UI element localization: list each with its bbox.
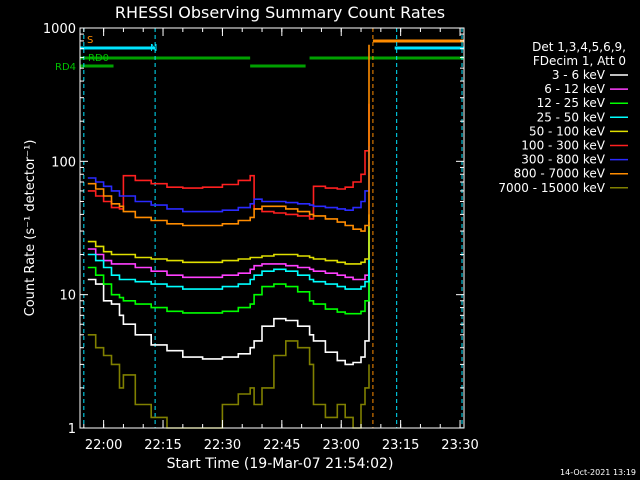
y-axis-label: Count Rate (s⁻¹ detector⁻¹) [23, 140, 38, 317]
legend-header-line-1: Det 1,3,4,5,6,9, [532, 40, 626, 54]
legend-label-25-50-kev: 25 - 50 keV [537, 110, 606, 124]
legend-label-300-800-kev: 300 - 800 keV [521, 153, 605, 167]
x-tick-label-22:45: 22:45 [263, 438, 300, 453]
flags-layer [80, 39, 464, 68]
series-line-6-12-kev [87, 241, 370, 281]
footer-date: 14-Oct-2021 13:19 [560, 468, 636, 477]
series-line-12-25-kev [87, 231, 370, 315]
x-axis-label: Start Time (19-Mar-07 21:54:02) [167, 456, 394, 472]
legend-label-800-7000-kev: 800 - 7000 keV [514, 167, 606, 181]
plot-frame [79, 27, 465, 429]
flag-label-rd0: RD0 [88, 53, 109, 64]
x-tick-label-23:00: 23:00 [323, 438, 360, 453]
series-line-25-50-kev [87, 222, 370, 290]
y-axis-ticks: 1 10 100 1000 [43, 22, 464, 437]
series-line-7000-15000-kev [87, 334, 370, 429]
chart-title: RHESSI Observing Summary Count Rates [115, 3, 445, 22]
legend-label-100-300-kev: 100 - 300 keV [521, 139, 605, 153]
flag-label-rd4: RD4 [55, 62, 76, 73]
y-tick-label-100: 100 [51, 155, 76, 170]
legend-label-50-100-kev: 50 - 100 keV [529, 124, 606, 138]
legend-label-12-25-kev: 12 - 25 keV [537, 96, 606, 110]
vertical-markers [83, 28, 463, 428]
y-tick-label-1000: 1000 [43, 22, 76, 37]
flag-label-n: N [150, 43, 157, 54]
legend-label-3-6-kev: 3 - 6 keV [552, 68, 606, 82]
x-tick-label-23:30: 23:30 [441, 438, 478, 453]
x-tick-label-22:00: 22:00 [85, 438, 122, 453]
series-line-300-800-kev [87, 146, 370, 213]
x-tick-label-23:15: 23:15 [382, 438, 419, 453]
series-line-3-6-kev [87, 260, 370, 366]
series-line-800-7000-kev [87, 44, 370, 232]
x-axis-ticks: 22:00 22:15 22:30 22:45 23:00 23:15 23:30 [83, 28, 479, 453]
y-tick-label-10: 10 [59, 289, 76, 304]
x-tick-label-22:30: 22:30 [204, 438, 241, 453]
legend-header-line-2: FDecim 1, Att 0 [533, 54, 626, 68]
y-tick-label-1: 1 [68, 422, 76, 437]
series-line-50-100-kev [87, 214, 370, 265]
flag-label-s: S [87, 35, 93, 46]
legend-label-6-12-kev: 6 - 12 keV [544, 82, 606, 96]
x-tick-label-22:15: 22:15 [144, 438, 181, 453]
legend-label-7000-15000-kev: 7000 - 15000 keV [498, 181, 605, 195]
series-layer [87, 44, 370, 429]
